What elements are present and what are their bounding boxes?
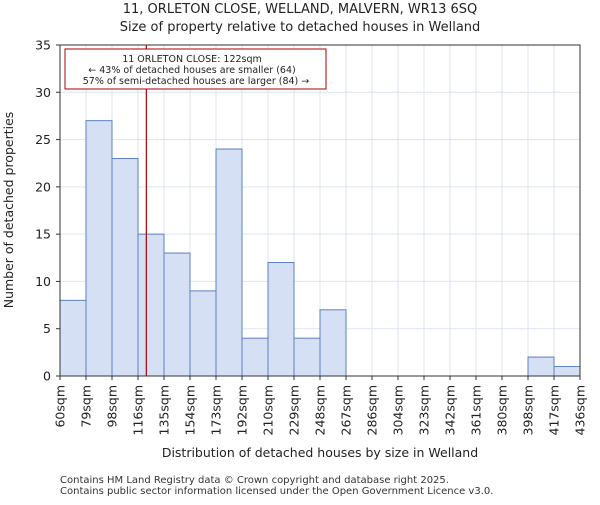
y-tick-label: 0 — [43, 369, 51, 384]
bar-60sqm — [59, 299, 87, 377]
x-tick-label: 361sqm — [469, 385, 484, 435]
x-tick-label: 342sqm — [443, 385, 458, 435]
bar-135sqm — [163, 252, 191, 377]
x-tick-label: 436sqm — [573, 385, 588, 435]
x-tick-label: 380sqm — [495, 385, 510, 435]
x-tick-label: 60sqm — [53, 385, 68, 428]
bar-116sqm — [137, 233, 165, 377]
x-tick-label: 210sqm — [261, 385, 276, 435]
x-tick-label: 79sqm — [79, 385, 94, 428]
x-tick-label: 286sqm — [365, 385, 380, 435]
chart-title-line2: Size of property relative to detached ho… — [120, 20, 481, 35]
bar-417sqm — [553, 366, 581, 377]
bar-229sqm — [293, 337, 321, 377]
x-tick-label: 229sqm — [287, 385, 302, 435]
chart-title-line1: 11, ORLETON CLOSE, WELLAND, MALVERN, WR1… — [123, 2, 478, 17]
x-axis-label: Distribution of detached houses by size … — [162, 445, 478, 460]
y-axis-ticks: 0 5 10 15 20 25 30 35 — [35, 38, 60, 384]
x-tick-label: 116sqm — [131, 385, 146, 435]
footer-line2: Contains public sector information licen… — [60, 486, 493, 497]
x-tick-label: 323sqm — [417, 385, 432, 435]
annotation-line1: 11 ORLETON CLOSE: 122sqm — [122, 54, 262, 65]
x-tick-label: 192sqm — [235, 385, 250, 435]
y-tick-label: 25 — [35, 132, 51, 147]
bar-173sqm — [215, 148, 243, 377]
x-tick-label: 267sqm — [339, 385, 354, 435]
y-tick-label: 5 — [43, 321, 51, 336]
x-tick-label: 417sqm — [547, 385, 562, 435]
bar-98sqm — [111, 157, 139, 377]
x-tick-label: 173sqm — [209, 385, 224, 435]
annotation-box: 11 ORLETON CLOSE: 122sqm ← 43% of detach… — [64, 48, 327, 90]
bar-154sqm — [189, 290, 217, 377]
bar-192sqm — [241, 337, 269, 377]
bar-210sqm — [267, 262, 295, 377]
annotation-line2: ← 43% of detached houses are smaller (64… — [88, 65, 295, 76]
y-tick-label: 35 — [35, 38, 51, 53]
annotation-frame — [64, 48, 327, 90]
x-tick-label: 154sqm — [183, 385, 198, 435]
y-tick-label: 10 — [35, 274, 51, 289]
x-tick-label: 398sqm — [521, 385, 536, 435]
x-tick-label: 248sqm — [313, 385, 328, 435]
y-axis-label: Number of detached properties — [1, 112, 16, 309]
annotation-line3: 57% of semi-detached houses are larger (… — [83, 76, 310, 87]
x-tick-label: 98sqm — [105, 385, 120, 428]
y-tick-label: 20 — [35, 179, 51, 194]
x-tick-label: 304sqm — [391, 385, 406, 435]
x-tick-label: 135sqm — [157, 385, 172, 435]
y-tick-label: 15 — [35, 227, 51, 242]
bar-248sqm — [319, 309, 347, 377]
footer-line1: Contains HM Land Registry data © Crown c… — [60, 475, 449, 486]
bars-group — [59, 120, 581, 377]
bar-398sqm — [527, 356, 555, 377]
x-axis-ticks: 60sqm 79sqm 98sqm 116sqm 135sqm 154sqm 173sqm 1… — [53, 376, 588, 435]
y-tick-label: 30 — [35, 85, 51, 100]
bar-79sqm — [85, 120, 113, 377]
